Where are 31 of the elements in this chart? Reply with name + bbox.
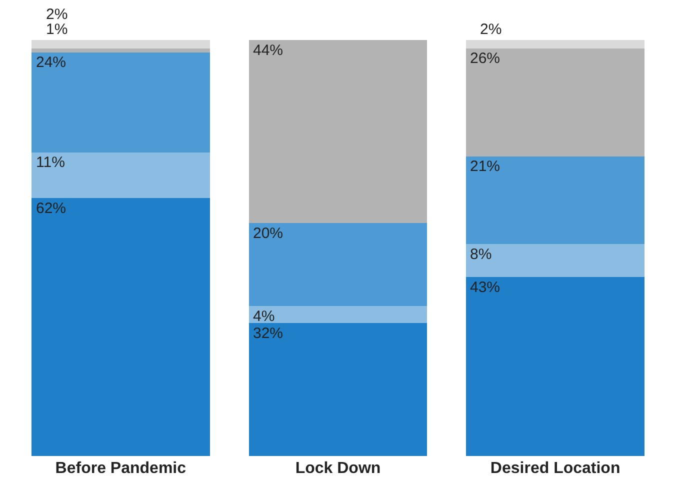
bar [466,244,644,278]
bar [32,52,210,152]
data-label: 24% [36,54,66,71]
bar [248,40,428,224]
data-label: 20% [253,225,284,242]
bar [32,40,210,48]
bar [32,152,210,198]
data-label: 43% [470,279,500,296]
bar [466,48,644,156]
bar [248,306,428,323]
data-label: 8% [470,246,492,263]
bar [248,223,428,306]
data-label: 62% [36,200,66,217]
data-label: 11% [36,154,65,171]
data-label: 1% [46,21,68,38]
bar [32,48,210,52]
bar [32,198,210,456]
x-tick-label: Lock Down [295,460,381,477]
data-label: 4% [253,308,275,325]
bar [466,40,644,48]
bar [466,156,644,244]
data-label: 32% [253,325,284,342]
data-label: 44% [253,42,284,59]
x-tick-label: Desired Location [490,460,620,477]
bar [248,322,428,456]
x-tick-label: Before Pandemic [55,460,186,477]
data-label: 2% [480,21,502,38]
data-label: 21% [470,158,500,175]
data-label: 2% [46,6,68,23]
data-label: 26% [470,50,500,67]
bar [466,277,644,456]
